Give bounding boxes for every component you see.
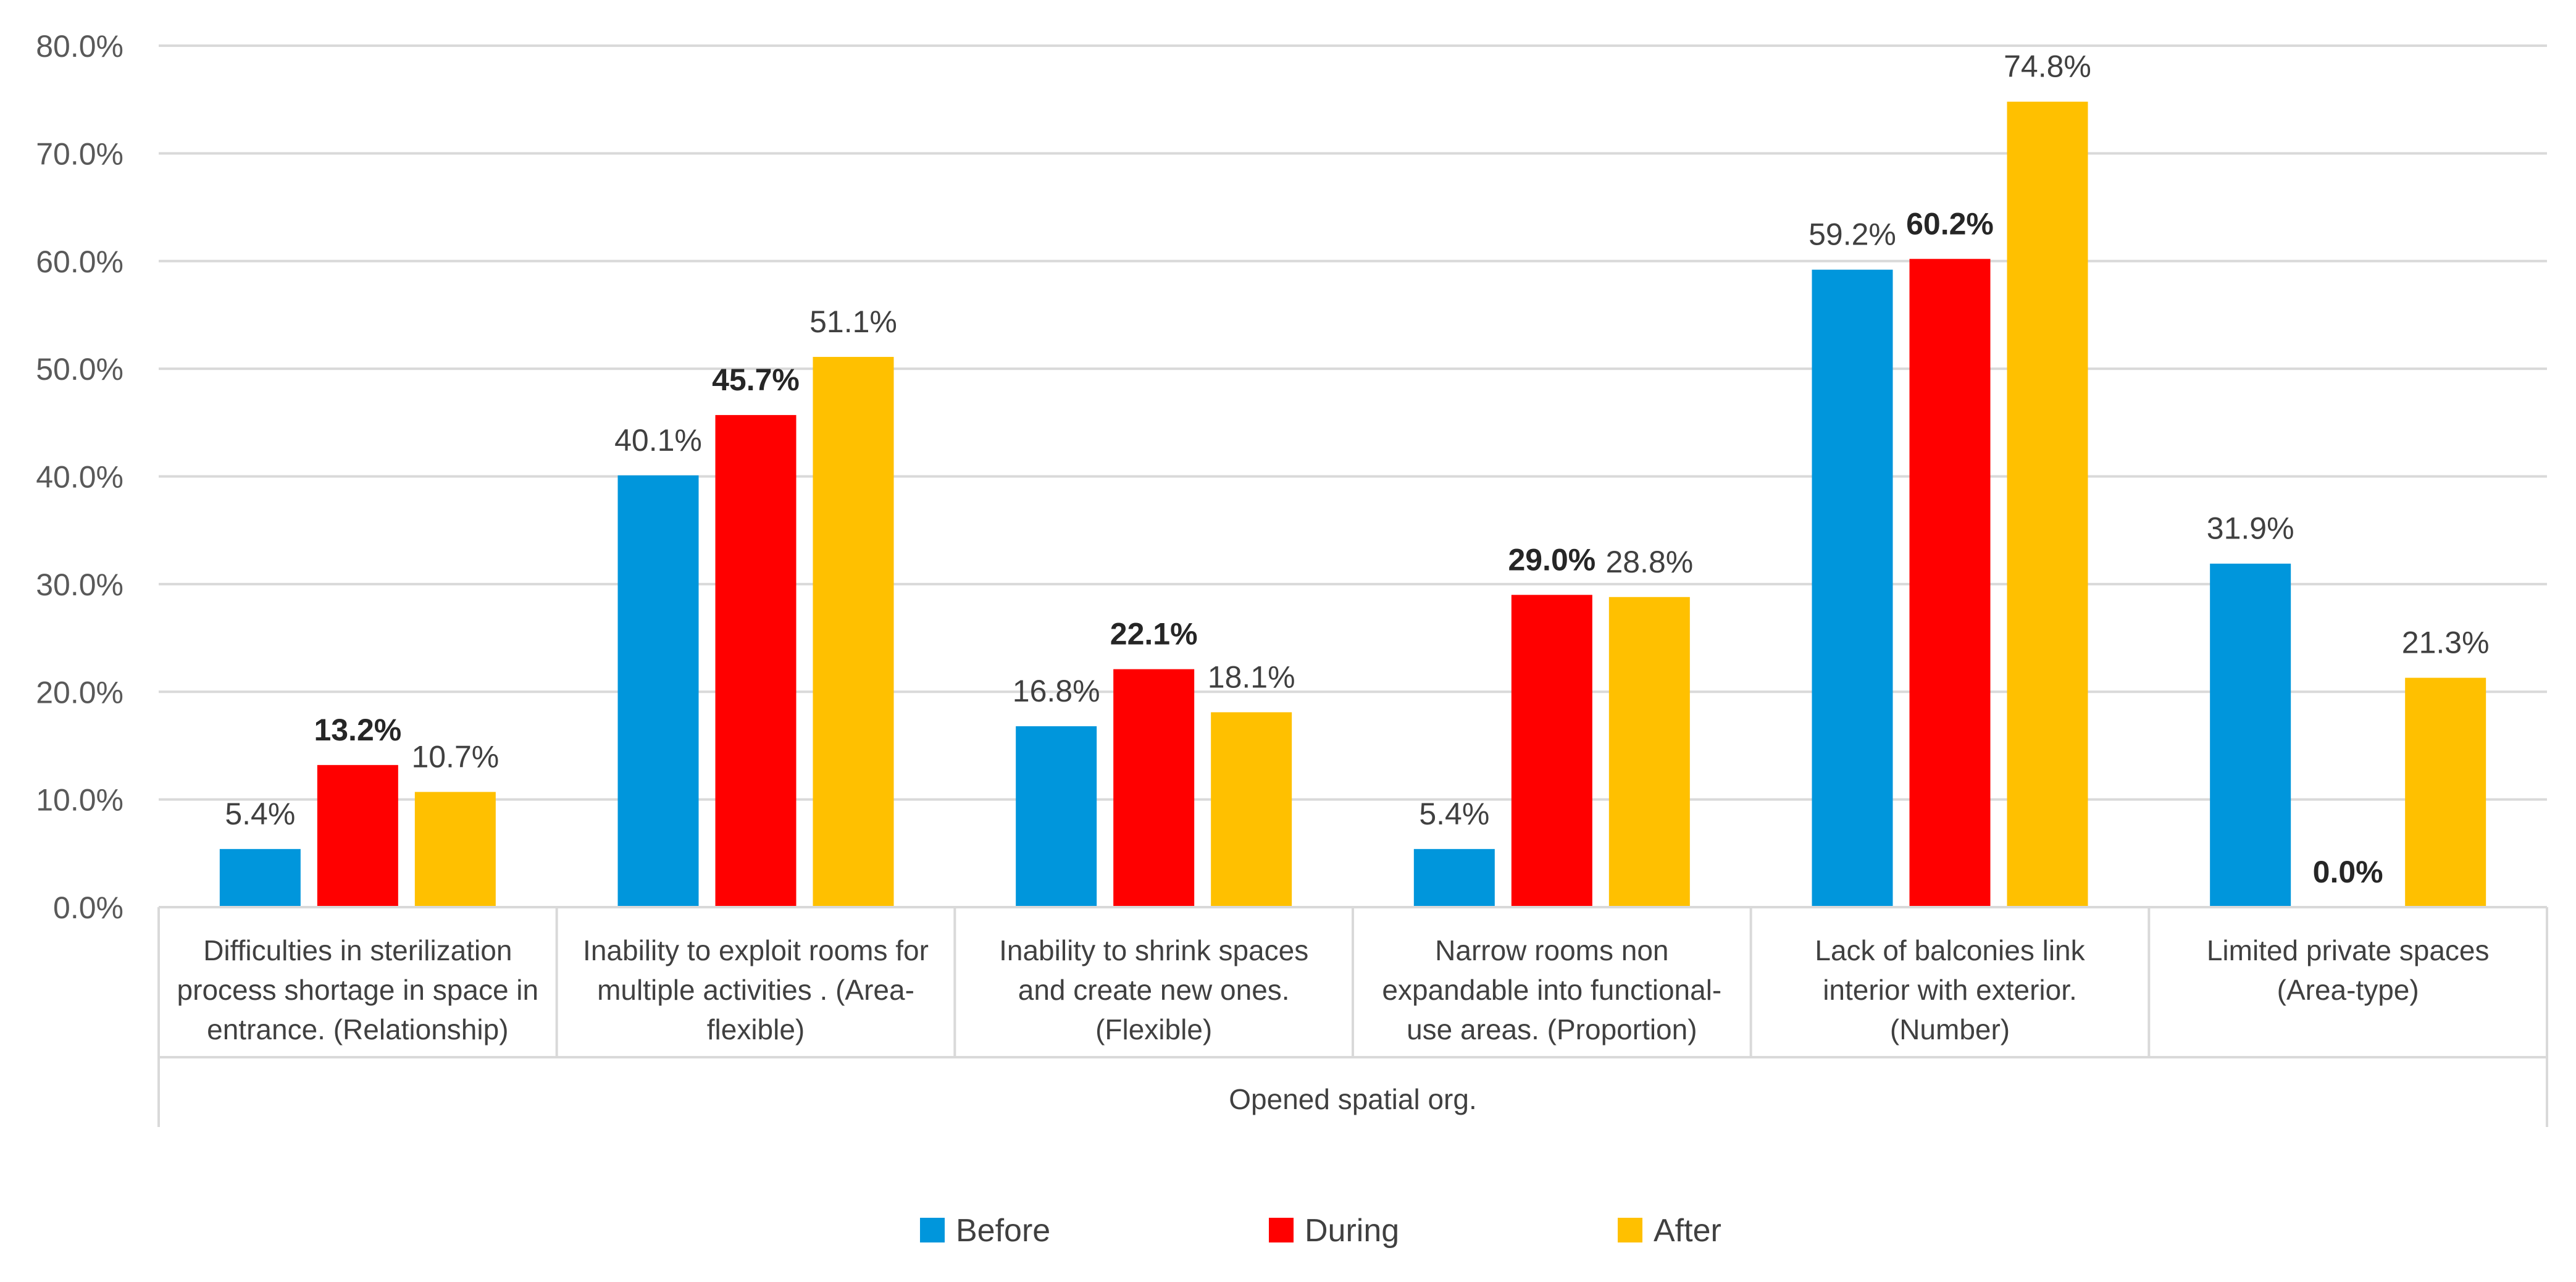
y-tick-label: 70.0% (36, 136, 123, 171)
data-label: 60.2% (1906, 206, 1994, 241)
data-label: 10.7% (411, 739, 499, 774)
data-label: 45.7% (712, 362, 800, 397)
y-axis-ticks: 0.0% 10.0% 20.0% 30.0% 40.0% 50.0% 60.0% 70.0% 8… (36, 29, 123, 925)
bars (219, 101, 2486, 908)
gridlines (159, 44, 2547, 801)
legend-item-during: During (1269, 1213, 1399, 1249)
data-label: 31.9% (2207, 511, 2294, 546)
data-label: 29.0% (1508, 542, 1595, 577)
y-tick-label: 60.0% (36, 245, 123, 279)
legend-label: Before (956, 1213, 1050, 1249)
bar-during (1909, 259, 1991, 908)
category-label: Inability to exploit rooms for multiple a… (583, 934, 929, 1045)
x-axis (157, 906, 2548, 1127)
y-tick-label: 10.0% (36, 783, 123, 818)
bar-after (2007, 101, 2088, 907)
bar-before (1016, 726, 1097, 907)
y-tick-label: 40.0% (36, 460, 123, 495)
legend: Before During After (920, 1213, 1721, 1249)
y-tick-label: 0.0% (53, 890, 123, 925)
bar-after (1608, 597, 1690, 907)
bar-before (219, 848, 301, 907)
category-label: Narrow rooms non expandable into function… (1382, 934, 1721, 1045)
bar-during (1113, 669, 1195, 907)
category-label: Limited private spaces (Area-type) (2207, 934, 2490, 1006)
category-label: Lack of balconies link interior with exte… (1815, 934, 2085, 1045)
legend-swatch (1618, 1218, 1642, 1242)
data-label: 59.2% (1809, 217, 1896, 252)
bar-during (715, 415, 797, 907)
legend-swatch (920, 1218, 945, 1242)
data-label: 40.1% (614, 423, 702, 458)
data-label: 13.2% (314, 713, 401, 747)
legend-label: During (1305, 1213, 1399, 1249)
bar-before (617, 475, 699, 907)
data-label: 16.8% (1013, 674, 1100, 708)
legend-swatch (1269, 1218, 1294, 1242)
bar-after (1211, 712, 1292, 907)
y-tick-label: 20.0% (36, 675, 123, 710)
data-label: 51.1% (809, 304, 897, 339)
category-label: Difficulties in sterilization process sho… (177, 934, 539, 1045)
bar-during (317, 765, 398, 907)
bar-before (2210, 563, 2291, 907)
legend-label: After (1654, 1213, 1721, 1249)
bar-before (1812, 269, 1893, 908)
bar-after (813, 356, 894, 907)
data-label: 21.3% (2402, 626, 2490, 660)
bar-before (1413, 848, 1495, 907)
y-tick-label: 30.0% (36, 568, 123, 602)
data-label: 18.1% (1208, 660, 1295, 694)
data-label: 22.1% (1110, 617, 1198, 651)
category-labels: Difficulties in sterilization process sho… (177, 934, 2490, 1045)
y-tick-label: 50.0% (36, 352, 123, 387)
data-label: 5.4% (1419, 797, 1489, 831)
bar-during (1511, 595, 1592, 907)
data-label: 0.0% (2313, 855, 2383, 889)
legend-item-before: Before (920, 1213, 1050, 1249)
data-label: 5.4% (225, 797, 295, 831)
data-label: 28.8% (1605, 545, 1693, 579)
group-label: Opened spatial org. (1229, 1083, 1477, 1115)
data-label: 74.8% (2004, 49, 2091, 84)
category-label: Inability to shrink spaces and create new… (999, 934, 1308, 1045)
data-labels: 5.4% 40.1% 16.8% 5.4% 59.2% 31.9% 13.2% 45.7% 22… (225, 49, 2489, 889)
legend-item-after: After (1618, 1213, 1721, 1249)
y-tick-label: 80.0% (36, 29, 123, 64)
bar-after (414, 792, 496, 907)
bar-after (2405, 677, 2486, 907)
